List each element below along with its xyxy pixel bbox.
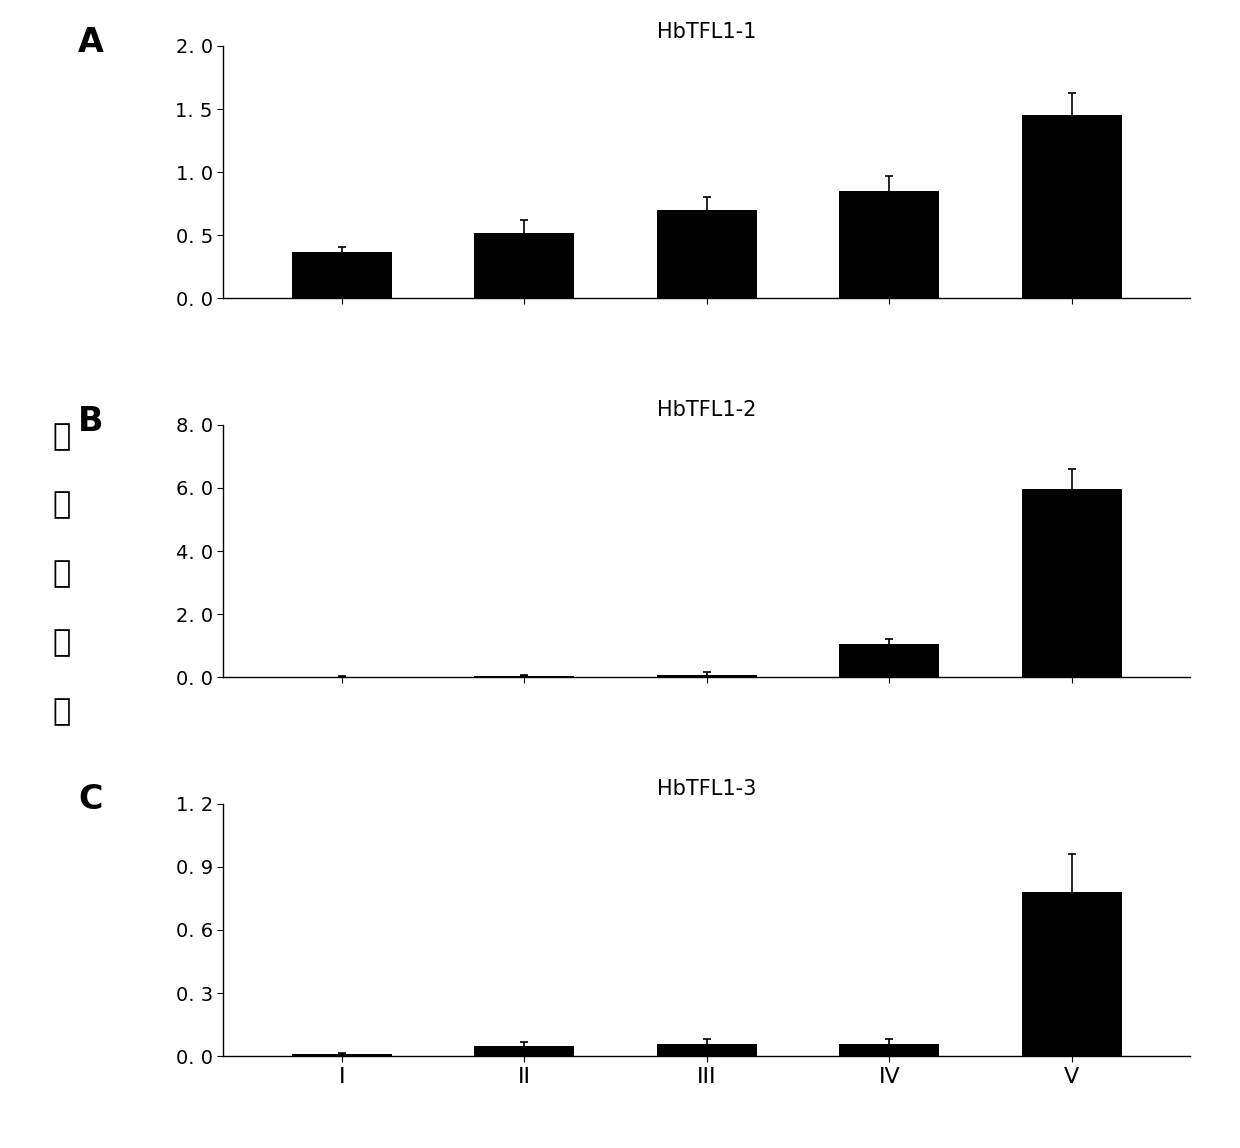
Bar xyxy=(657,675,756,677)
Text: 达: 达 xyxy=(53,628,71,658)
Bar xyxy=(474,676,574,677)
Text: B: B xyxy=(78,404,104,437)
Text: 量: 量 xyxy=(53,697,71,727)
Bar xyxy=(291,251,392,298)
Bar xyxy=(657,1044,756,1056)
Bar xyxy=(1022,489,1122,677)
Title: HbTFL1-3: HbTFL1-3 xyxy=(657,779,756,799)
Bar xyxy=(839,192,940,298)
Text: 表: 表 xyxy=(53,559,71,589)
Text: 对: 对 xyxy=(53,490,71,520)
Bar xyxy=(839,644,940,677)
Bar xyxy=(474,233,574,298)
Title: HbTFL1-1: HbTFL1-1 xyxy=(657,22,756,41)
Bar xyxy=(657,210,756,298)
Bar xyxy=(839,1044,940,1056)
Text: C: C xyxy=(78,783,103,816)
Bar xyxy=(1022,892,1122,1056)
Title: HbTFL1-2: HbTFL1-2 xyxy=(657,401,756,420)
Bar xyxy=(291,1054,392,1056)
Text: 相: 相 xyxy=(53,421,71,451)
Bar xyxy=(1022,116,1122,298)
Bar xyxy=(474,1046,574,1056)
Text: A: A xyxy=(78,25,104,59)
